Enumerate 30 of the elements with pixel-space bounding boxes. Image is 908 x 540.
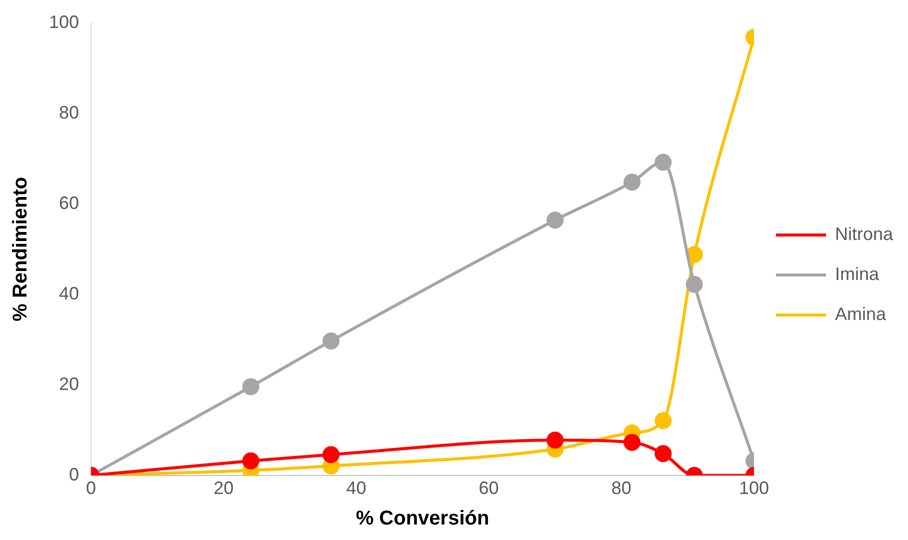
point: [654, 154, 672, 171]
legend-label: Nitrona: [834, 224, 894, 244]
y-tick-label: 80: [59, 102, 80, 122]
y-tick-label: 40: [59, 283, 80, 304]
point: [242, 452, 260, 470]
point: [623, 434, 640, 451]
y-tick-label: 0: [69, 464, 80, 484]
point: [654, 412, 672, 430]
y-tick-label: 100: [48, 12, 80, 32]
legend-label: Imina: [834, 264, 880, 284]
x-tick-label: 20: [214, 478, 234, 498]
point: [242, 378, 260, 396]
y-tick-label: 60: [59, 192, 80, 213]
y-tick-label: 20: [59, 374, 80, 394]
point: [546, 432, 564, 449]
x-tick-label: 60: [478, 478, 499, 498]
point: [322, 332, 340, 350]
point: [654, 445, 672, 462]
point: [686, 246, 703, 264]
point: [546, 212, 564, 229]
x-tick-label: 100: [738, 478, 769, 498]
point: [623, 174, 640, 191]
x-tick-label: 80: [611, 478, 632, 498]
point: [322, 446, 340, 464]
x-axis-title: % Conversión: [356, 508, 490, 530]
y-axis-title: % Rendimiento: [10, 176, 32, 322]
legend-label: Amina: [834, 304, 887, 324]
point: [686, 276, 703, 293]
x-tick-label: 40: [346, 478, 366, 498]
x-tick-label: 0: [86, 478, 96, 498]
